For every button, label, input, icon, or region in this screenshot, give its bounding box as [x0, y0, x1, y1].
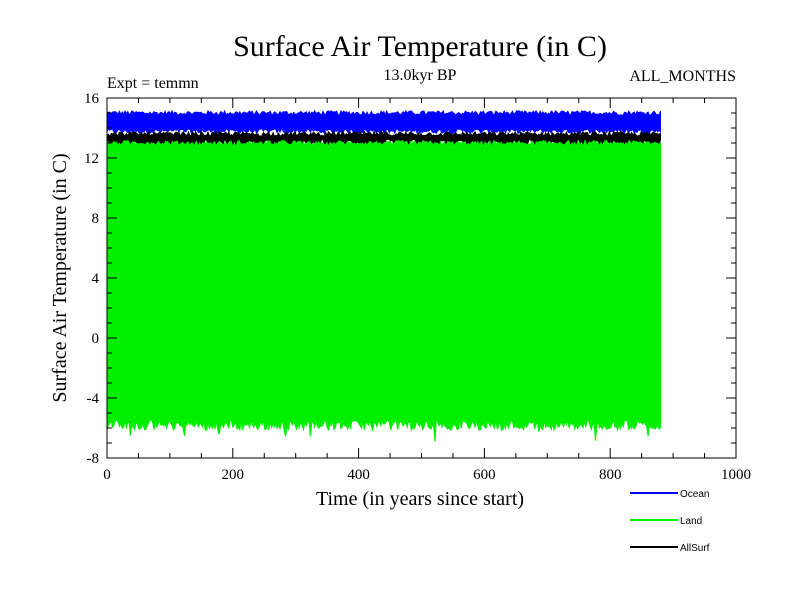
legend: Ocean Land AllSurf: [630, 489, 710, 554]
legend-label-ocean: Ocean: [680, 489, 709, 500]
y-tick-label: 4: [92, 271, 100, 287]
series-ocean: [106, 109, 661, 135]
legend-label-allsurf: AllSurf: [680, 543, 710, 554]
y-tick-label: 8: [92, 211, 100, 227]
y-tick-label: -8: [87, 451, 100, 467]
x-tick-label: 800: [599, 467, 622, 483]
legend-label-land: Land: [680, 516, 702, 527]
y-tick-label: -4: [87, 391, 100, 407]
x-tick-label: 200: [222, 467, 245, 483]
y-tick-label: 16: [84, 91, 100, 107]
chart-title: Surface Air Temperature (in C): [233, 30, 607, 63]
y-tick-label: 12: [84, 151, 99, 167]
months-label: ALL_MONTHS: [629, 68, 736, 85]
x-tick-label: 1000: [721, 467, 751, 483]
x-tick-label: 400: [347, 467, 370, 483]
y-tick-label: 0: [92, 331, 100, 347]
x-tick-label: 0: [103, 467, 111, 483]
series-land: [106, 133, 661, 442]
x-tick-label: 600: [473, 467, 496, 483]
series-allsurf: [106, 130, 661, 146]
chart-subtitle: 13.0kyr BP: [384, 67, 457, 84]
y-axis-label: Surface Air Temperature (in C): [49, 153, 71, 402]
x-axis-label: Time (in years since start): [316, 488, 524, 510]
experiment-label: Expt = temmn: [107, 75, 199, 92]
